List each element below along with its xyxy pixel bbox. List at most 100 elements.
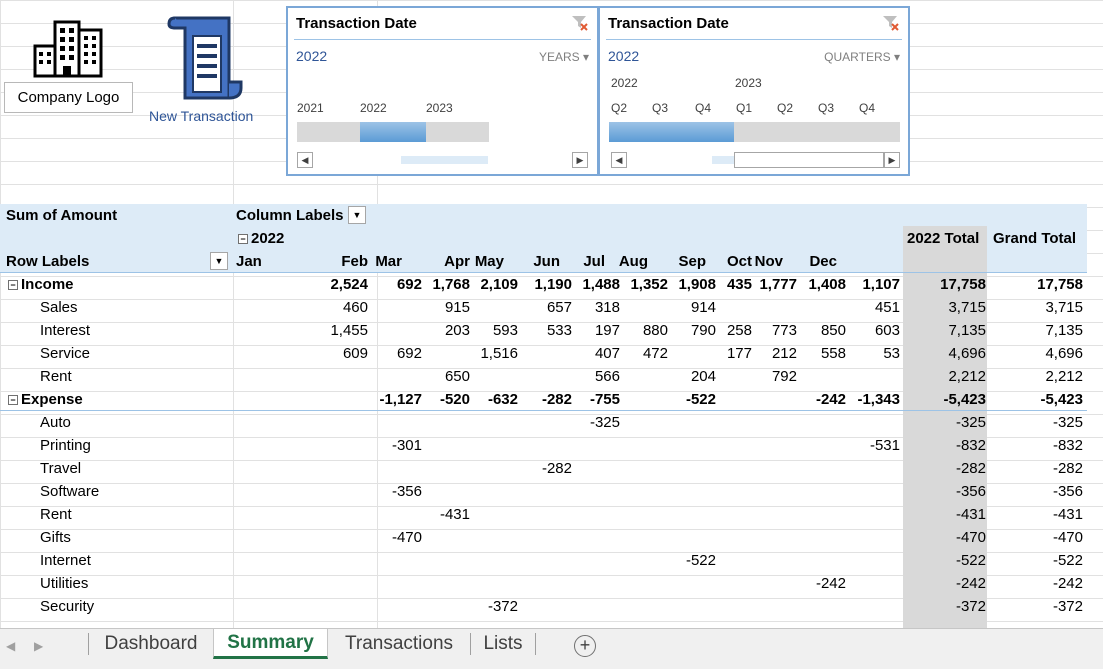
pivot-value-cell[interactable]: -372 bbox=[487, 598, 518, 615]
row-filter-dropdown-icon[interactable]: ▼ bbox=[210, 252, 228, 270]
scroll-right-icon[interactable]: ▶ bbox=[572, 152, 588, 168]
pivot-value-cell[interactable]: 566 bbox=[594, 368, 620, 385]
pivot-value-cell[interactable]: -522 bbox=[685, 552, 716, 569]
pivot-value-cell[interactable]: 609 bbox=[342, 345, 368, 362]
pivot-value-cell[interactable]: 850 bbox=[820, 322, 846, 339]
tab-dashboard[interactable]: Dashboard bbox=[104, 633, 198, 654]
pivot-value-cell[interactable]: 435 bbox=[726, 276, 752, 293]
pivot-year-total-cell[interactable]: -282 bbox=[955, 460, 986, 477]
clear-filter-icon[interactable] bbox=[571, 14, 589, 32]
pivot-grand-total-cell[interactable]: 2,212 bbox=[1045, 368, 1083, 385]
company-logo-icon[interactable] bbox=[33, 18, 105, 78]
pivot-value-cell[interactable]: 318 bbox=[594, 299, 620, 316]
scroll-left-icon[interactable]: ◀ bbox=[297, 152, 313, 168]
pivot-grand-total-cell[interactable]: 17,758 bbox=[1037, 276, 1083, 293]
clear-filter-icon[interactable] bbox=[882, 14, 900, 32]
pivot-value-cell[interactable]: -522 bbox=[685, 391, 716, 408]
pivot-grand-total-cell[interactable]: -431 bbox=[1052, 506, 1083, 523]
pivot-value-cell[interactable]: 914 bbox=[690, 299, 716, 316]
pivot-value-cell[interactable]: 2,524 bbox=[330, 276, 368, 293]
slicer-scroll-track[interactable] bbox=[401, 156, 488, 164]
pivot-grand-total-cell[interactable]: -356 bbox=[1052, 483, 1083, 500]
pivot-row-label[interactable]: Software bbox=[40, 480, 99, 503]
pivot-value-cell[interactable]: 1,190 bbox=[534, 276, 572, 293]
pivot-value-cell[interactable]: 1,352 bbox=[630, 276, 668, 293]
pivot-grand-total-cell[interactable]: 7,135 bbox=[1045, 322, 1083, 339]
slicer-timeline-bar-selected[interactable] bbox=[360, 122, 426, 142]
company-logo-button[interactable]: Company Logo bbox=[4, 82, 133, 113]
pivot-grand-total-cell[interactable]: -242 bbox=[1052, 575, 1083, 592]
pivot-value-cell[interactable]: 593 bbox=[492, 322, 518, 339]
pivot-value-cell[interactable]: -470 bbox=[391, 529, 422, 546]
slicer-transaction-date-years[interactable]: Transaction Date 2022 YEARS ▾ 2021 2022 … bbox=[286, 6, 599, 176]
pivot-row-label[interactable]: Rent bbox=[40, 365, 72, 388]
pivot-grand-total-cell[interactable]: 4,696 bbox=[1045, 345, 1083, 362]
pivot-value-cell[interactable]: 533 bbox=[546, 322, 572, 339]
slicer-scroll-track[interactable] bbox=[712, 156, 734, 164]
slicer-level-dropdown[interactable]: QUARTERS ▾ bbox=[824, 50, 900, 64]
pivot-value-cell[interactable]: -325 bbox=[589, 414, 620, 431]
pivot-value-cell[interactable]: -755 bbox=[589, 391, 620, 408]
pivot-year-total-cell[interactable]: -470 bbox=[955, 529, 986, 546]
pivot-grand-total-cell[interactable]: -282 bbox=[1052, 460, 1083, 477]
pivot-value-cell[interactable]: 204 bbox=[690, 368, 716, 385]
pivot-row-label[interactable]: Interest bbox=[40, 319, 90, 342]
pivot-value-cell[interactable]: 650 bbox=[444, 368, 470, 385]
scroll-right-icon[interactable]: ▶ bbox=[884, 152, 900, 168]
pivot-value-cell[interactable]: 692 bbox=[396, 276, 422, 293]
pivot-value-cell[interactable]: -242 bbox=[815, 391, 846, 408]
pivot-year-total-cell[interactable]: 3,715 bbox=[948, 299, 986, 316]
pivot-grand-total-cell[interactable]: -832 bbox=[1052, 437, 1083, 454]
pivot-group-row-label[interactable]: − Income bbox=[8, 273, 74, 296]
pivot-value-cell[interactable]: 197 bbox=[594, 322, 620, 339]
pivot-value-cell[interactable]: 792 bbox=[771, 368, 797, 385]
pivot-year-header[interactable]: −2022 bbox=[238, 227, 284, 250]
tab-scroll-left-icon[interactable]: ◀ bbox=[6, 639, 16, 653]
tab-lists[interactable]: Lists bbox=[483, 633, 523, 654]
pivot-grand-total-cell[interactable]: -5,423 bbox=[1040, 391, 1083, 408]
pivot-value-cell[interactable]: 203 bbox=[444, 322, 470, 339]
pivot-value-cell[interactable]: 53 bbox=[883, 345, 900, 362]
pivot-year-total-cell[interactable]: -242 bbox=[955, 575, 986, 592]
pivot-value-cell[interactable]: -282 bbox=[541, 391, 572, 408]
pivot-value-cell[interactable]: 1,516 bbox=[480, 345, 518, 362]
collapse-icon[interactable]: − bbox=[238, 234, 248, 244]
pivot-row-label[interactable]: Sales bbox=[40, 296, 78, 319]
pivot-grand-total-cell[interactable]: -470 bbox=[1052, 529, 1083, 546]
pivot-value-cell[interactable]: -632 bbox=[487, 391, 518, 408]
pivot-row-label[interactable]: Utilities bbox=[40, 572, 88, 595]
pivot-row-label[interactable]: Service bbox=[40, 342, 90, 365]
tab-summary[interactable]: Summary bbox=[213, 629, 328, 659]
pivot-year-total-cell[interactable]: -431 bbox=[955, 506, 986, 523]
slicer-level-dropdown[interactable]: YEARS ▾ bbox=[538, 50, 589, 64]
receipt-icon[interactable] bbox=[167, 14, 247, 102]
pivot-row-label[interactable]: Travel bbox=[40, 457, 81, 480]
pivot-grand-total-cell[interactable]: -372 bbox=[1052, 598, 1083, 615]
add-sheet-button[interactable]: + bbox=[574, 635, 596, 657]
pivot-year-total-cell[interactable]: 17,758 bbox=[940, 276, 986, 293]
pivot-row-label[interactable]: Security bbox=[40, 595, 94, 618]
pivot-row-label[interactable]: Internet bbox=[40, 549, 91, 572]
slicer-scroll-thumb[interactable] bbox=[734, 152, 884, 168]
pivot-group-row-label[interactable]: − Expense bbox=[8, 388, 83, 411]
pivot-value-cell[interactable]: 657 bbox=[546, 299, 572, 316]
new-transaction-label[interactable]: New Transaction bbox=[149, 108, 254, 124]
pivot-value-cell[interactable]: 1,488 bbox=[582, 276, 620, 293]
pivot-year-total-cell[interactable]: -5,423 bbox=[943, 391, 986, 408]
pivot-value-cell[interactable]: -282 bbox=[541, 460, 572, 477]
pivot-value-cell[interactable]: -242 bbox=[815, 575, 846, 592]
pivot-value-cell[interactable]: 212 bbox=[771, 345, 797, 362]
tab-transactions[interactable]: Transactions bbox=[344, 633, 454, 654]
pivot-value-cell[interactable]: 407 bbox=[594, 345, 620, 362]
pivot-year-total-cell[interactable]: -372 bbox=[955, 598, 986, 615]
pivot-value-cell[interactable]: -1,343 bbox=[857, 391, 900, 408]
pivot-value-cell[interactable]: 1,777 bbox=[759, 276, 797, 293]
pivot-grand-total-cell[interactable]: 3,715 bbox=[1045, 299, 1083, 316]
pivot-row-label[interactable]: Auto bbox=[40, 411, 71, 434]
slicer-timeline-bar[interactable] bbox=[734, 122, 900, 142]
pivot-value-cell[interactable]: 1,768 bbox=[432, 276, 470, 293]
pivot-year-total-cell[interactable]: 4,696 bbox=[948, 345, 986, 362]
pivot-value-cell[interactable]: -301 bbox=[391, 437, 422, 454]
pivot-value-cell[interactable]: 1,455 bbox=[330, 322, 368, 339]
collapse-icon[interactable]: − bbox=[8, 395, 18, 405]
